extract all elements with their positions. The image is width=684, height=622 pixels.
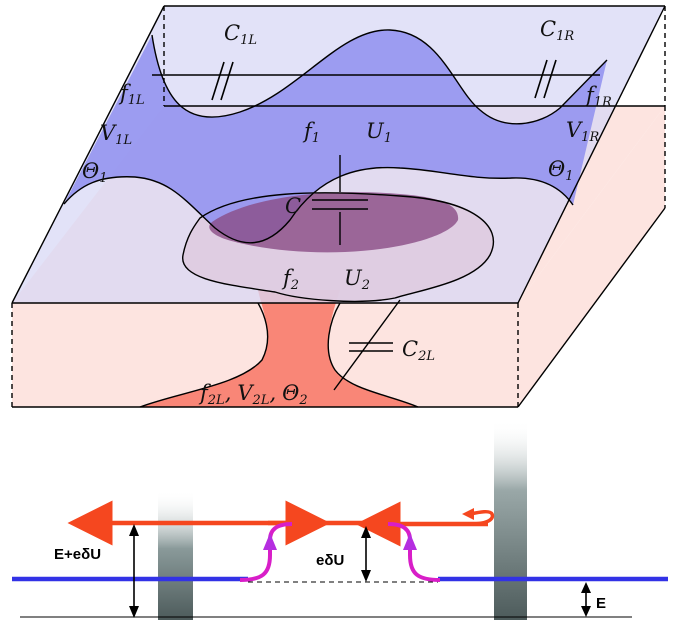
- magenta-arrow-right: [387, 522, 441, 582]
- capacitor-symbols: [211, 59, 557, 352]
- label-c2l: C2L: [402, 337, 435, 364]
- diagram-labels: C1L C1R f1L V1L Θ1 f1R V1R Θ1 f1 U1 C f2…: [82, 17, 612, 408]
- label-f1: f1: [302, 119, 320, 146]
- label-theta1-right: Θ1: [548, 157, 574, 184]
- orange-return-arrow: [469, 509, 495, 526]
- label-v1l: V1L: [100, 121, 132, 148]
- bottom-right-face: [518, 106, 665, 407]
- island-1-region: [64, 29, 607, 243]
- channel-region: [140, 290, 418, 407]
- magenta-arrow-right-head: [403, 533, 417, 550]
- label-edu: eδU: [316, 552, 344, 569]
- magenta-arrow-left-head: [263, 533, 277, 550]
- label-e-plus-edu: E+eδU: [54, 546, 101, 563]
- outlines: [11, 5, 666, 408]
- label-f2: f2: [281, 266, 299, 293]
- overlap-region: [209, 192, 459, 253]
- energy-diagram: E+eδU eδU E: [12, 420, 668, 620]
- label-e: E: [596, 595, 606, 612]
- label-c1l: C1L: [224, 21, 257, 48]
- barrier-right: [494, 420, 527, 620]
- barrier-left: [158, 490, 193, 620]
- label-u2: U2: [344, 266, 370, 293]
- orange-return-head: [462, 508, 474, 520]
- label-v1r: V1R: [566, 118, 599, 145]
- top-layer: [12, 6, 665, 303]
- label-theta1-left: Θ1: [82, 159, 108, 186]
- label-f1l: f1L: [118, 81, 145, 108]
- magenta-arrow-left: [239, 522, 293, 582]
- label-c1r: C1R: [540, 17, 574, 44]
- label-f1r: f1R: [584, 83, 612, 110]
- label-c: C: [285, 194, 301, 218]
- label-u1: U1: [366, 119, 392, 146]
- label-f2l-v2l-theta2: f2L, V2L, Θ2: [198, 381, 308, 408]
